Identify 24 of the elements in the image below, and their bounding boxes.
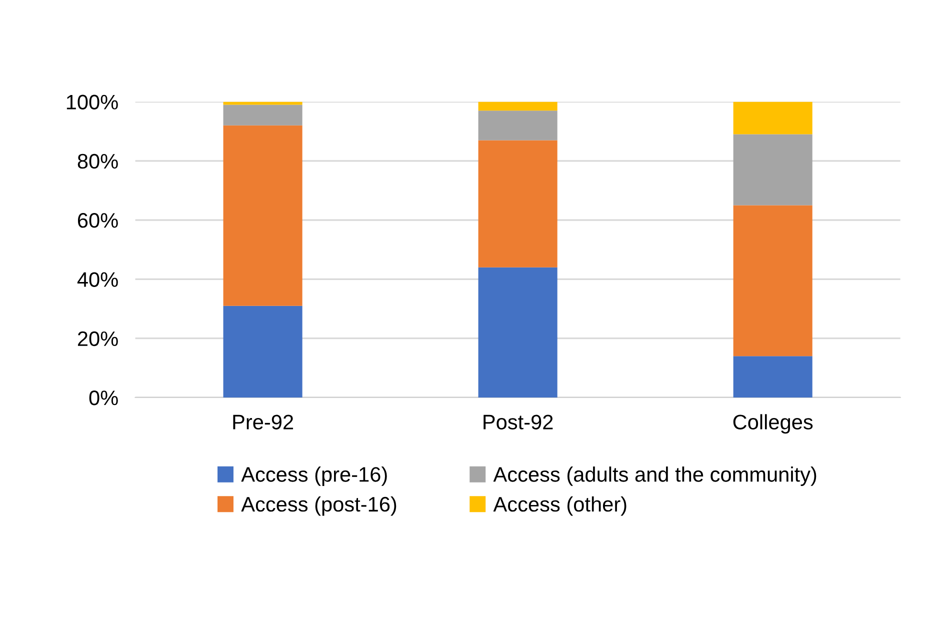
bar	[478, 140, 558, 268]
bar	[733, 102, 812, 134]
x-tick-label: Post-92	[484, 414, 553, 430]
bar	[478, 102, 558, 111]
x-tick-label: Colleges	[733, 414, 813, 434]
legend-label: Access (other)	[493, 496, 626, 516]
y-tick-label: 20%	[78, 331, 118, 346]
bar	[223, 125, 302, 306]
y-tick-label: 40%	[77, 272, 118, 287]
bar	[733, 356, 812, 398]
bar	[478, 110, 558, 140]
y-tick-label: 100%	[66, 94, 118, 110]
bar	[733, 205, 812, 356]
y-tick-label: 60%	[78, 213, 118, 228]
bar	[478, 267, 558, 398]
bar	[223, 306, 302, 398]
y-tick-label: 0%	[89, 390, 118, 406]
y-tick-label: 80%	[78, 154, 118, 169]
bar	[733, 134, 812, 206]
legend-label: Access (adults and the community)	[493, 466, 816, 486]
x-tick-label: Pre-92	[233, 414, 294, 430]
legend-label: Access (pre-16)	[241, 466, 387, 486]
bar	[223, 104, 302, 126]
legend-label: Access (post-16)	[241, 496, 396, 516]
